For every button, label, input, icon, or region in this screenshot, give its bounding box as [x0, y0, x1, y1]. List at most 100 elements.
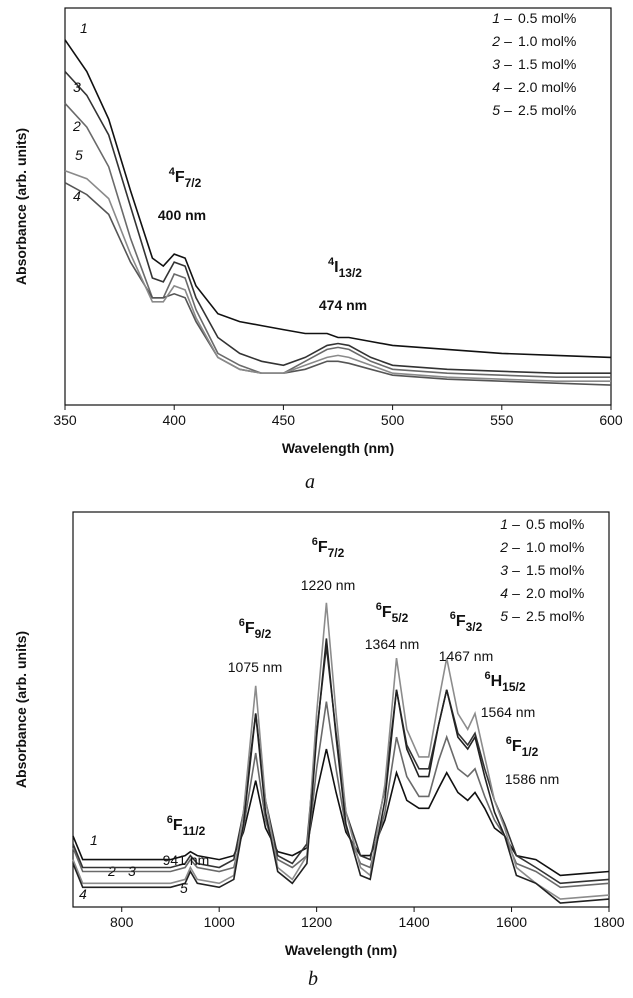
term-symbol: 6F11/2	[167, 814, 206, 838]
legend-separator: –	[504, 10, 512, 26]
legend-separator: –	[512, 539, 520, 555]
legend-number: 1	[492, 10, 500, 26]
legend-separator: –	[512, 608, 520, 624]
x-tick-label: 550	[490, 412, 514, 428]
term-letter: F	[456, 613, 466, 630]
series-line	[64, 170, 611, 382]
curve-label: 2	[72, 118, 81, 134]
term-letter: F	[382, 604, 392, 621]
legend-number: 3	[492, 56, 500, 72]
caption: b	[308, 968, 318, 990]
legend-entry: 1	[500, 516, 508, 532]
legend-entry: 2	[491, 33, 500, 49]
term-sup: 6	[450, 610, 456, 622]
term-letter: F	[245, 620, 255, 637]
term-symbol: 6F3/2	[450, 610, 483, 634]
legend-separator: –	[512, 562, 520, 578]
term-sub: 5/2	[392, 611, 409, 625]
legend-entry: 5	[500, 608, 508, 624]
x-tick-label: 1000	[204, 914, 235, 930]
legend-label: 1.0 mol%	[518, 33, 576, 49]
curve-label: 3	[128, 863, 136, 879]
legend-entry: 5	[492, 102, 500, 118]
term-sup: 4	[328, 256, 335, 268]
term-letter: F	[175, 169, 185, 186]
annotation-label: 400 nm	[158, 207, 206, 223]
term-sub: 1/2	[522, 745, 539, 759]
curve-label: 1	[90, 832, 98, 848]
x-tick-label: 1800	[593, 914, 624, 930]
term-letter: F	[173, 817, 183, 834]
legend-entry: 2	[499, 539, 508, 555]
term-sup: 6	[376, 601, 382, 613]
series-line	[72, 602, 610, 900]
legend-label: 2.5 mol%	[518, 102, 576, 118]
series-line	[64, 70, 611, 374]
term-sub: 15/2	[502, 680, 526, 694]
annotation-label: 1467 nm	[439, 648, 493, 664]
annotation-label: 474 nm	[319, 297, 367, 313]
x-tick-label: 350	[53, 412, 77, 428]
legend-entry: 4	[492, 79, 500, 95]
term-symbol: 4I13/2	[328, 256, 362, 280]
legend-number: 5	[492, 102, 500, 118]
legend-label: 1.5 mol%	[526, 562, 584, 578]
legend-entry: 3	[500, 562, 508, 578]
y-axis-label: Absorbance (arb. units)	[13, 128, 29, 285]
x-tick-label: 800	[110, 914, 134, 930]
term-letter: I	[334, 259, 338, 276]
legend-entry: 4	[500, 585, 508, 601]
legend-entry: 1	[492, 10, 500, 26]
series-line	[72, 638, 610, 904]
legend-separator: –	[504, 79, 512, 95]
legend-number: 4	[500, 585, 508, 601]
x-tick-label: 500	[381, 412, 405, 428]
x-tick-label: 600	[599, 412, 623, 428]
term-sub: 7/2	[328, 546, 345, 560]
x-tick-label: 450	[272, 412, 296, 428]
legend-label: 2.0 mol%	[518, 79, 576, 95]
term-symbol: 6F9/2	[239, 617, 272, 641]
legend-number: 2	[499, 539, 508, 555]
legend-number: 1	[500, 516, 508, 532]
term-sub: 7/2	[185, 176, 202, 190]
legend-separator: –	[504, 33, 512, 49]
legend-label: 0.5 mol%	[518, 10, 576, 26]
y-axis-label: Absorbance (arb. units)	[13, 631, 29, 788]
annotation-label: 941 nm	[163, 852, 210, 868]
legend-number: 2	[491, 33, 500, 49]
plot-frame	[64, 7, 612, 406]
term-sup: 6	[167, 814, 173, 826]
term-symbol: 6F7/2	[312, 536, 345, 560]
term-letter: F	[512, 738, 522, 755]
term-symbol: 6F1/2	[506, 735, 539, 759]
x-tick-label: 400	[163, 412, 187, 428]
term-sub: 3/2	[466, 620, 483, 634]
legend-separator: –	[504, 56, 512, 72]
term-sup: 6	[239, 617, 245, 629]
x-tick-label: 1600	[496, 914, 527, 930]
annotation-label: 1075 nm	[228, 659, 282, 675]
legend-number: 4	[492, 79, 500, 95]
x-axis-label: Wavelength (nm)	[285, 942, 397, 958]
legend-separator: –	[504, 102, 512, 118]
annotation-label: 1564 nm	[481, 704, 535, 720]
term-letter: F	[318, 539, 328, 556]
term-sup: 4	[169, 166, 176, 178]
annotation-label: 1364 nm	[365, 636, 419, 652]
legend-entry: 3	[492, 56, 500, 72]
x-tick-label: 1200	[301, 914, 332, 930]
term-sub: 11/2	[183, 824, 206, 838]
legend-number: 3	[500, 562, 508, 578]
series-line	[64, 39, 612, 359]
curve-label: 4	[79, 886, 87, 902]
term-symbol: 4F7/2	[169, 166, 202, 190]
curve-label: 5	[180, 880, 188, 896]
curve-label: 4	[73, 188, 81, 204]
legend-label: 2.0 mol%	[526, 585, 584, 601]
term-sup: 6	[312, 536, 318, 548]
annotation-label: 1586 nm	[505, 771, 559, 787]
term-sup: 6	[506, 735, 512, 747]
term-sub: 9/2	[255, 627, 272, 641]
